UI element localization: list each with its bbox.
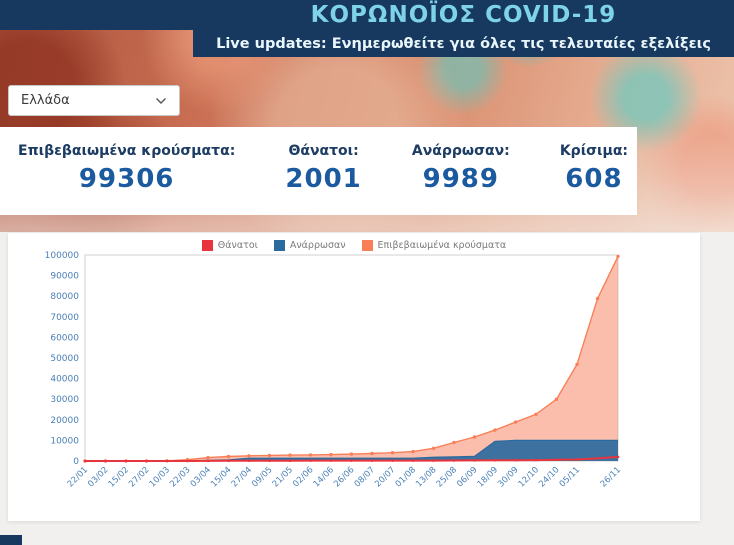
svg-text:30000: 30000 <box>50 395 79 405</box>
svg-text:20/07: 20/07 <box>373 465 397 489</box>
stat-critical-label: Κρίσιμα: <box>559 143 629 159</box>
stats-bar: Επιβεβαιωμένα κρούσματα: 99306 Θάνατοι: … <box>0 127 637 215</box>
page-title: ΚΟΡΩΝΟΪΟΣ COVID-19 <box>310 2 617 28</box>
svg-text:70000: 70000 <box>50 313 79 323</box>
bottom-left-decoration <box>0 535 22 545</box>
covid-cases-chart: 0 10000 20000 30000 40000 50000 60000 70000 8000… <box>45 251 623 489</box>
svg-text:21/05: 21/05 <box>271 465 295 489</box>
stat-confirmed-value: 99306 <box>78 164 175 194</box>
stat-confirmed-label: Επιβεβαιωμένα κρούσματα: <box>18 143 236 159</box>
country-select[interactable]: Ελλάδα <box>8 85 180 116</box>
svg-text:03/02: 03/02 <box>86 465 110 489</box>
svg-text:12/10: 12/10 <box>517 465 541 489</box>
legend-swatch-confirmed <box>361 239 373 251</box>
legend-item-deaths[interactable]: Θάνατοι <box>201 239 258 251</box>
stat-deaths-label: Θάνατοι: <box>288 143 359 159</box>
svg-text:18/09: 18/09 <box>476 465 500 489</box>
svg-text:05/11: 05/11 <box>558 465 582 489</box>
svg-text:09/05: 09/05 <box>250 465 274 489</box>
live-updates-banner: Live updates: Ενημερωθείτε για όλες τις … <box>193 30 734 57</box>
stat-confirmed: Επιβεβαιωμένα κρούσματα: 99306 <box>18 143 235 194</box>
stat-recovered-label: Ανάρρωσαν: <box>411 143 510 159</box>
chevron-down-icon <box>156 97 166 104</box>
legend-label-confirmed: Επιβεβαιωμένα κρούσματα <box>377 239 507 251</box>
svg-text:90000: 90000 <box>50 272 79 282</box>
svg-text:08/07: 08/07 <box>353 465 377 489</box>
stat-recovered-value: 9989 <box>422 164 499 194</box>
stat-critical-value: 608 <box>565 164 623 194</box>
svg-text:15/02: 15/02 <box>107 465 131 489</box>
svg-text:24/10: 24/10 <box>537 465 561 489</box>
stat-critical: Κρίσιμα: 608 <box>560 143 628 194</box>
svg-text:80000: 80000 <box>50 292 79 302</box>
chart-card: Θάνατοι Ανάρρωσαν Επιβεβαιωμένα κρούσματ… <box>8 233 700 521</box>
legend-item-recovered[interactable]: Ανάρρωσαν <box>273 239 346 251</box>
svg-text:26/06: 26/06 <box>332 465 356 489</box>
legend-label-recovered: Ανάρρωσαν <box>289 239 346 251</box>
header-bar: ΚΟΡΩΝΟΪΟΣ COVID-19 <box>0 0 734 30</box>
svg-text:25/08: 25/08 <box>435 465 459 489</box>
svg-text:22/01: 22/01 <box>66 465 90 489</box>
svg-text:01/08: 01/08 <box>394 465 418 489</box>
stat-deaths-value: 2001 <box>285 164 362 194</box>
svg-text:50000: 50000 <box>50 354 79 364</box>
svg-text:10000: 10000 <box>50 436 79 446</box>
svg-text:13/08: 13/08 <box>414 465 438 489</box>
legend-swatch-deaths <box>201 239 213 251</box>
svg-text:02/06: 02/06 <box>291 465 315 489</box>
svg-text:27/02: 27/02 <box>127 465 151 489</box>
legend-label-deaths: Θάνατοι <box>217 239 258 251</box>
svg-text:06/09: 06/09 <box>455 465 479 489</box>
svg-text:14/06: 14/06 <box>312 465 336 489</box>
svg-text:03/04: 03/04 <box>189 465 213 489</box>
legend-item-confirmed[interactable]: Επιβεβαιωμένα κρούσματα <box>361 239 507 251</box>
svg-text:10/03: 10/03 <box>148 465 172 489</box>
svg-text:100000: 100000 <box>45 251 80 261</box>
svg-text:0: 0 <box>73 457 79 467</box>
stat-deaths: Θάνατοι: 2001 <box>285 143 361 194</box>
svg-text:60000: 60000 <box>50 333 79 343</box>
legend-swatch-recovered <box>273 239 285 251</box>
svg-text:20000: 20000 <box>50 416 79 426</box>
svg-text:15/04: 15/04 <box>209 465 233 489</box>
svg-text:40000: 40000 <box>50 375 79 385</box>
country-select-value: Ελλάδα <box>21 93 70 108</box>
svg-text:26/11: 26/11 <box>599 465 623 489</box>
svg-text:27/04: 27/04 <box>230 465 254 489</box>
svg-text:30/09: 30/09 <box>496 465 520 489</box>
chart-legend: Θάνατοι Ανάρρωσαν Επιβεβαιωμένα κρούσματ… <box>8 233 700 251</box>
live-updates-text: Live updates: Ενημερωθείτε για όλες τις … <box>216 35 711 52</box>
svg-text:22/03: 22/03 <box>168 465 192 489</box>
stat-recovered: Ανάρρωσαν: 9989 <box>412 143 510 194</box>
